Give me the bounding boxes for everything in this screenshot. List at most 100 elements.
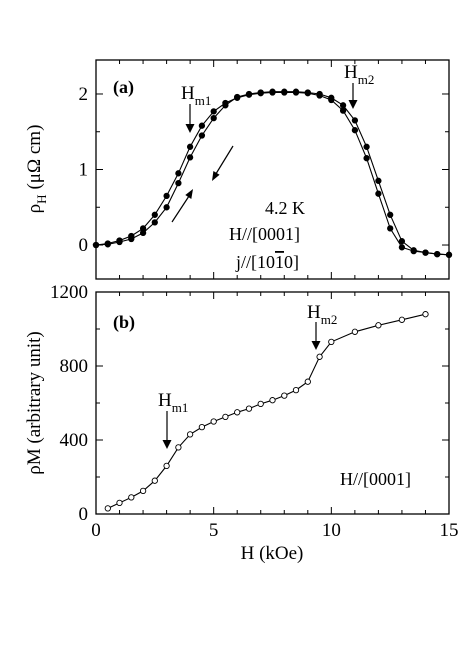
data-point-b [210,418,217,425]
data-point-b [139,487,147,495]
overbar-digit: 1 [275,252,284,272]
data-point-b [304,378,311,385]
y-axis-label-b: ρM (arbitrary unit) [24,331,45,475]
data-point-a [398,238,406,245]
hm1-arrow-b [162,411,172,449]
increasing-sweep-arrow [171,189,193,223]
data-point-a [351,127,359,134]
data-point-a [151,211,158,218]
hm1-arrow-a [185,104,195,133]
data-point-a [328,96,335,104]
data-point-b [269,397,276,404]
y-tick-label-a: 1 [79,160,89,181]
data-point-a [269,89,276,96]
data-point-b [245,405,253,412]
data-point-b [316,353,323,360]
data-point-b [222,413,229,421]
data-point-a [257,90,264,97]
data-point-a [186,154,194,161]
x-tick-label: 5 [209,520,219,541]
data-point-a [163,192,170,200]
data-point-b [375,322,382,329]
data-point-a [104,240,111,247]
data-point-b [234,409,241,416]
decreasing-sweep-arrow [212,145,234,181]
data-point-b [175,444,182,451]
data-point-a [151,219,158,226]
hm2-arrow-b [311,322,321,350]
data-point-a [198,132,206,139]
data-point-a [175,170,182,177]
data-point-a [339,102,347,109]
data-point-b [163,462,170,470]
y-tick-label-b: 400 [60,430,89,451]
data-point-b [292,386,300,394]
data-point-b [198,423,206,431]
y-tick-label-b: 1200 [50,282,88,303]
data-point-a [139,225,147,232]
x-tick-label: 10 [322,520,341,541]
panel-label-b: (b) [113,312,135,333]
data-point-a [339,107,347,114]
data-point-b [281,392,288,399]
data-point-b [151,477,158,484]
data-point-b [398,316,406,323]
hm2-label-b: Hm2 [307,302,337,327]
panel-b: 0 5 10 15 0 400 800 1200 (b) ρM (arbitrary unit… [24,282,459,564]
data-point-a [210,108,217,115]
data-point-a [292,89,300,96]
y-tick-label-b: 800 [60,356,89,377]
data-point-a [116,237,123,244]
data-point-a [210,114,217,122]
data-point-a [375,177,382,184]
data-point-a [445,251,453,258]
data-point-b [128,494,135,501]
x-tick-label: 0 [91,520,101,541]
data-point-a [363,155,370,162]
y-tick-label-a: 0 [79,235,89,256]
y-axis-label-a: ρH(μΩ cm) [24,125,49,214]
hm1-label-a: Hm1 [181,83,211,108]
data-point-b [328,338,335,346]
data-point-a [351,117,359,124]
data-point-a [434,250,441,258]
data-point-a [363,143,370,150]
data-point-a [387,225,394,232]
series-markers-a [92,88,453,258]
data-point-a [198,122,206,129]
series-markers-b [104,311,429,512]
hm2-arrow-a [348,83,358,109]
field-direction-label-a: H//[0001] [229,224,300,244]
data-point-a [387,211,394,218]
data-point-b [257,400,264,408]
data-point-b [351,328,359,335]
data-point-b [422,311,429,318]
data-point-a [422,249,429,256]
field-direction-label-b: H//[0001] [340,469,411,489]
axis-ticks-a: 0 1 2 [79,60,450,279]
current-direction-label: j//[1010] [235,252,299,272]
data-point-a [234,94,241,101]
x-tick-label: 15 [440,520,459,541]
data-point-a [316,92,323,99]
data-point-a [175,179,182,187]
data-point-a [304,90,311,97]
y-tick-label-a: 2 [79,84,89,105]
data-point-a [92,241,100,249]
hm1-label-b: Hm1 [158,390,188,415]
x-axis-label: H (kOe) [241,543,304,564]
data-point-a [245,91,253,98]
data-point-b [186,431,194,438]
panel-a: 0 1 2 (a) ρH(μΩ cm) Hm1 Hm2 4.2 K H//[0001… [24,59,453,280]
data-point-a [410,247,417,255]
data-point-a [222,99,229,107]
data-point-b [104,505,111,512]
panel-label-a: (a) [113,77,134,98]
data-point-a [163,204,170,211]
axis-ticks-b: 0 5 10 15 0 400 800 1200 [50,282,459,541]
data-point-b [116,499,123,507]
data-point-a [375,190,382,197]
y-tick-label-b: 0 [79,504,89,525]
data-point-a [398,244,406,251]
